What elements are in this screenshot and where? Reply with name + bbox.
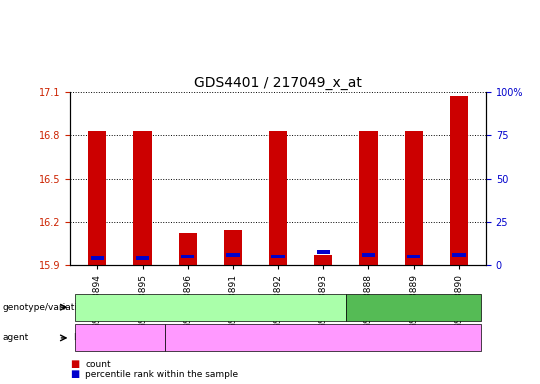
Text: ■: ■ (70, 359, 79, 369)
Text: untreated: untreated (299, 333, 347, 343)
Text: LRRK2 mutant WT/GS: LRRK2 mutant WT/GS (157, 302, 264, 312)
Text: genotype/variation: genotype/variation (3, 303, 89, 312)
Text: percentile rank within the sample: percentile rank within the sample (85, 371, 239, 379)
Bar (133, 131, 152, 265)
Text: LRRK2 wildtype: LRRK2 wildtype (375, 302, 452, 312)
Bar (181, 255, 194, 258)
Bar (179, 233, 197, 265)
Bar (271, 255, 285, 258)
Bar (91, 256, 104, 260)
Bar (136, 256, 149, 260)
Text: agent: agent (3, 333, 29, 343)
Bar (314, 255, 332, 265)
Bar (316, 250, 330, 254)
Bar (452, 253, 465, 257)
Text: LRRK2-IN-1 inhibitor: LRRK2-IN-1 inhibitor (74, 333, 166, 343)
Text: ■: ■ (70, 369, 79, 379)
Bar (404, 131, 423, 265)
Bar (407, 255, 421, 258)
Title: GDS4401 / 217049_x_at: GDS4401 / 217049_x_at (194, 76, 362, 90)
Bar (360, 131, 377, 265)
Bar (88, 131, 106, 265)
Text: count: count (85, 361, 111, 369)
Bar (450, 96, 468, 265)
Bar (362, 253, 375, 257)
Bar (226, 253, 240, 257)
Bar (224, 230, 242, 265)
Bar (269, 131, 287, 265)
